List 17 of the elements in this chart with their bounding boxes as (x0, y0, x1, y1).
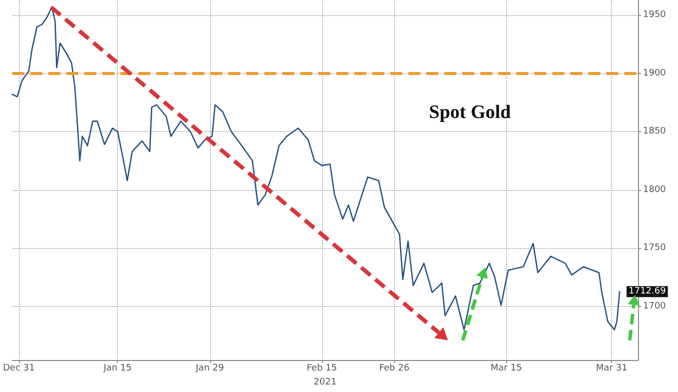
y-tick-label: 1700 (643, 301, 666, 312)
line-series (12, 6, 620, 330)
y-tick-label: 1950 (643, 10, 666, 20)
y-tick-label: 1750 (643, 243, 666, 254)
y-tick-label: 1900 (643, 68, 666, 78)
x-tick-label: Feb 15 (306, 364, 337, 374)
x-axis-title: 2021 (314, 378, 337, 388)
x-tick-label: Mar 31 (596, 364, 628, 374)
x-tick-label: Jan 15 (102, 364, 132, 374)
text: Spot Gold (429, 102, 512, 123)
x-tick-label: Mar 15 (490, 364, 522, 374)
x-tick-label: Dec 31 (2, 364, 35, 374)
x-tick-label: Jan 29 (194, 364, 224, 374)
y-tick-label: 1850 (643, 126, 666, 137)
data-label: 1712.69 (628, 286, 666, 297)
x-tick-label: Feb 26 (379, 364, 410, 374)
y-tick-label: 1800 (643, 184, 666, 195)
